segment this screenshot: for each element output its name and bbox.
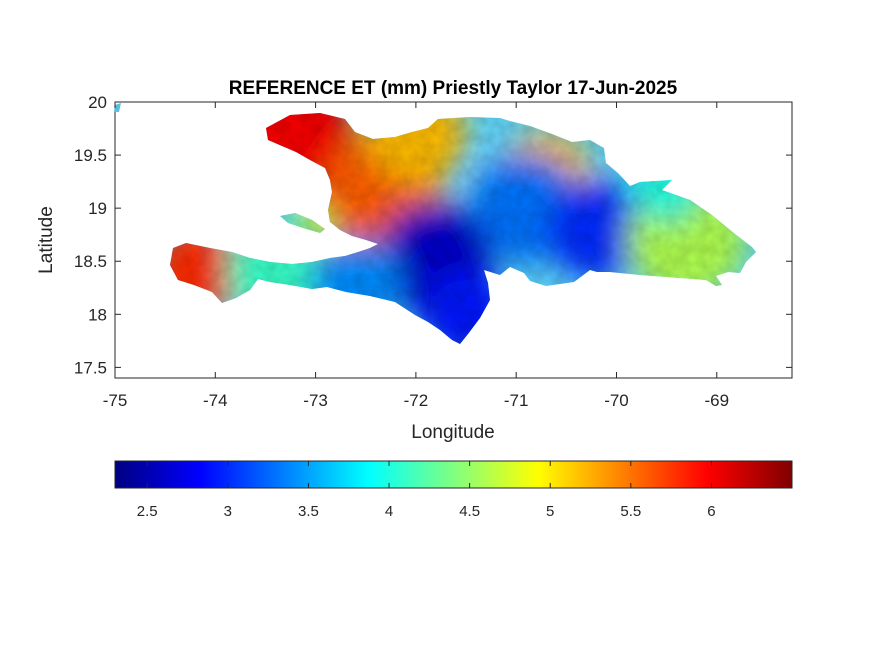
x-tick-label: -69 [704, 391, 729, 410]
x-tick-label: -71 [504, 391, 529, 410]
x-axis-ticks: -75 -74 -73 -72 -71 -70 -69 [103, 102, 729, 410]
x-tick-label: -74 [203, 391, 228, 410]
y-axis-label: Latitude [36, 206, 57, 274]
y-tick-label: 19.5 [74, 146, 107, 165]
x-tick-label: -72 [404, 391, 429, 410]
y-tick-label: 18 [88, 305, 107, 324]
colorbar-tick-label: 3.5 [298, 503, 319, 520]
y-axis-ticks: 17.5 18 18.5 19 19.5 20 [74, 93, 792, 377]
colorbar-tick-label: 4.5 [459, 503, 480, 520]
x-axis-label: Longitude [411, 422, 494, 443]
colorbar-tick-label: 5.5 [620, 503, 641, 520]
x-tick-label: -75 [103, 391, 128, 410]
y-tick-label: 18.5 [74, 252, 107, 271]
x-tick-label: -73 [303, 391, 328, 410]
colorbar-tick-label: 5 [546, 503, 554, 520]
colorbar [114, 460, 793, 489]
y-tick-label: 19 [88, 199, 107, 218]
y-tick-label: 17.5 [74, 358, 107, 377]
colorbar-tick-label: 3 [224, 503, 232, 520]
colorbar-tick-label: 2.5 [137, 503, 158, 520]
y-tick-label: 20 [88, 93, 107, 112]
chart-title: REFERENCE ET (mm) Priestly Taylor 17-Jun… [229, 78, 678, 99]
colorbar-tick-label: 6 [707, 503, 715, 520]
colorbar-tick-label: 4 [385, 503, 393, 520]
x-tick-label: -70 [604, 391, 629, 410]
colorbar-ticks: 2.5 3 3.5 4 4.5 5 5.5 6 [137, 461, 716, 520]
